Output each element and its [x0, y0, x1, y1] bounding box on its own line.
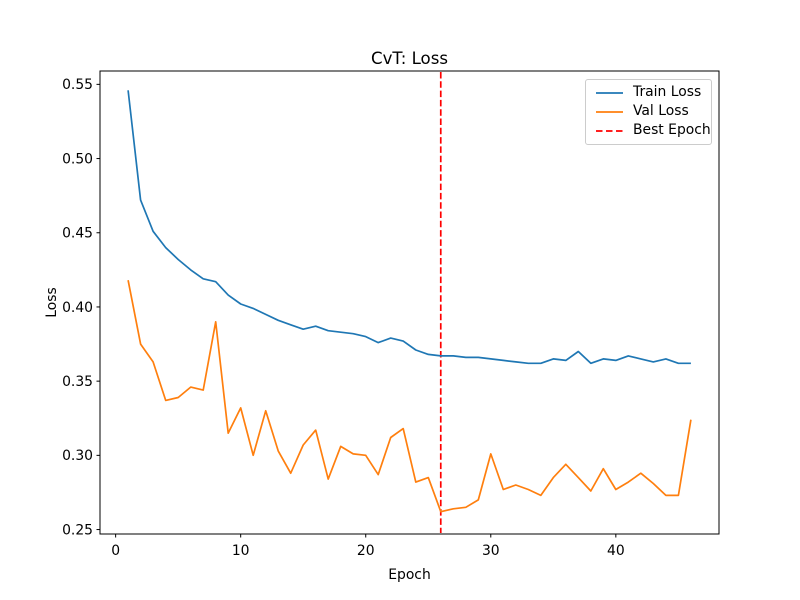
val-loss-line — [127, 280, 692, 513]
legend-label-train-loss: Train Loss — [633, 84, 702, 101]
y-axis-label: Loss — [44, 287, 60, 317]
y-tick-label: 0.50 — [62, 151, 93, 167]
best-epoch-line-sample — [596, 129, 623, 132]
x-tick-label: 40 — [607, 543, 625, 559]
x-tick-label: 20 — [357, 543, 375, 559]
x-tick-label: 10 — [232, 543, 250, 559]
train-loss-line-sample — [596, 92, 623, 95]
legend: Train Loss Val Loss Best Epoch — [585, 79, 712, 145]
y-tick-label: 0.40 — [62, 300, 93, 316]
y-tick-label: 0.35 — [62, 374, 93, 390]
x-axis-label: Epoch — [388, 567, 431, 583]
x-tick-label: 30 — [482, 543, 500, 559]
val-loss-line-sample — [596, 111, 623, 113]
x-tick-label: 0 — [111, 543, 120, 559]
plot-area: 0 10 20 30 40 0.25 0.30 0.35 0.40 0.45 0.50 0.55 — [62, 70, 720, 559]
legend-label-val-loss: Val Loss — [633, 103, 689, 120]
legend-label-best-epoch: Best Epoch — [633, 121, 711, 138]
y-tick-label: 0.55 — [62, 77, 93, 93]
legend-item-train-loss: Train Loss — [595, 84, 705, 101]
axes-spines — [99, 70, 720, 535]
legend-item-best-epoch: Best Epoch — [595, 123, 711, 138]
chart-title: CvT: Loss — [371, 49, 448, 68]
legend-item-val-loss: Val Loss — [595, 103, 705, 120]
y-tick-label: 0.30 — [62, 448, 93, 464]
train-loss-line — [127, 90, 691, 365]
y-tick-label: 0.45 — [62, 226, 93, 242]
y-tick-label: 0.25 — [62, 522, 93, 538]
